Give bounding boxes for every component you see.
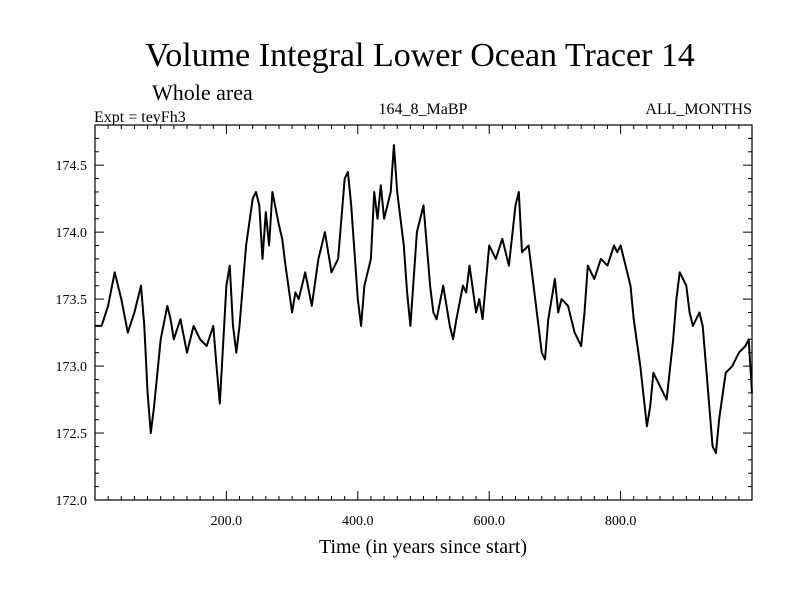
y-tick-label: 174.0 <box>56 226 88 241</box>
x-axis-label: Time (in years since start) <box>319 536 527 558</box>
x-axis: 200.0 400.0 600.0 800.0 <box>94 125 753 529</box>
y-tick-label: 174.5 <box>56 159 88 174</box>
months-label: ALL_MONTHS <box>645 101 752 118</box>
series-line <box>95 144 753 455</box>
y-tick-label: 173.5 <box>56 293 88 308</box>
x-tick-label: 400.0 <box>342 514 374 529</box>
x-tick-label: 200.0 <box>211 514 243 529</box>
y-tick-label: 172.5 <box>56 427 88 442</box>
chart-title: Volume Integral Lower Ocean Tracer 14 <box>145 37 695 74</box>
x-tick-label: 800.0 <box>605 514 637 529</box>
plot-frame <box>94 124 753 501</box>
y-tick-label: 173.0 <box>56 360 88 375</box>
chart-subtitle: Whole area <box>152 80 253 105</box>
y-tick-label: 172.0 <box>56 494 88 509</box>
x-tick-label: 600.0 <box>473 514 505 529</box>
run-label: 164_8_MaBP <box>379 101 468 118</box>
experiment-label: Expt = teyFh3 <box>94 109 186 126</box>
y-axis: 172.0 172.5 173.0 173.5 174.0 174.5 <box>56 124 752 509</box>
